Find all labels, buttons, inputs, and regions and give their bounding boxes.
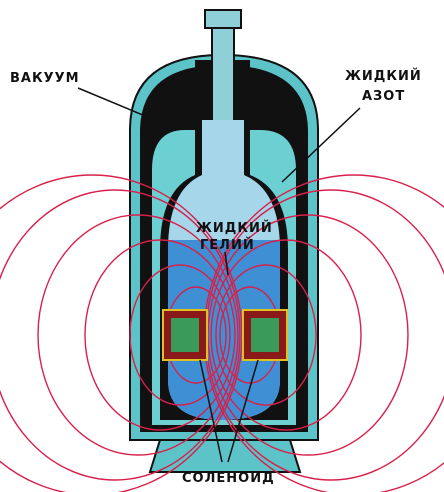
label-nitrogen: ЖИДКИЙ xyxy=(345,68,422,84)
neck-cap xyxy=(204,9,242,29)
base xyxy=(148,439,302,473)
label-helium: ГЕЛИЙ xyxy=(200,237,255,253)
liquid-helium xyxy=(168,240,280,420)
label-helium: ЖИДКИЙ xyxy=(196,220,273,236)
leader-lines xyxy=(77,87,361,463)
solenoid-left xyxy=(162,309,208,361)
label-nitrogen: АЗОТ xyxy=(362,89,405,104)
solenoid-right xyxy=(242,309,288,361)
label-solenoid: СОЛЕНОИД xyxy=(182,471,275,486)
label-vacuum: ВАКУУМ xyxy=(10,71,80,86)
